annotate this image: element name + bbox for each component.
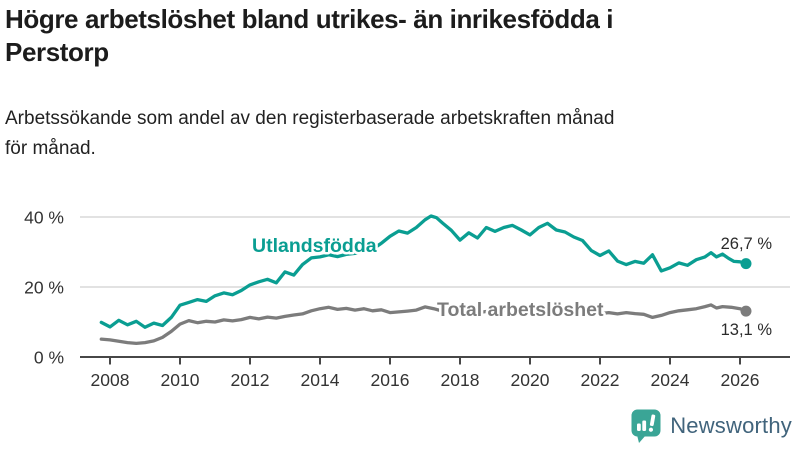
chart-series	[99, 214, 752, 346]
end-value-label-utlandsfodda: 26,7 %	[721, 235, 773, 253]
chart-title-line-1: Högre arbetslöshet bland utrikes- än inr…	[5, 4, 614, 34]
series-end-dot-total	[740, 305, 752, 317]
x-tick-label: 2024	[651, 370, 690, 390]
chart-axes: 0 % 20 % 40 % 2008 2010 2012 2014 2016 2018 2020 2…	[24, 208, 790, 390]
y-tick-label: 20 %	[24, 278, 64, 298]
series-line-total	[99, 303, 748, 346]
series-label-total-arbetsloshet: Total arbetslöshet	[437, 299, 604, 321]
series-line-utlandsfodda	[99, 214, 748, 329]
chart-subtitle-line-2: för månad.	[5, 138, 96, 159]
chart-title: Högre arbetslöshet bland utrikes- än inr…	[5, 3, 790, 69]
logo-bar-tall	[642, 420, 647, 431]
logo-exclamation-bar	[650, 414, 656, 427]
newsworthy-logo-text: Newsworthy	[670, 413, 792, 438]
y-tick-label: 0 %	[34, 348, 64, 368]
chart-subtitle: Arbetssökande som andel av den registerb…	[5, 104, 790, 164]
x-tick-label: 2016	[371, 370, 410, 390]
x-tick-label: 2012	[231, 370, 270, 390]
logo-exclamation-dot	[649, 427, 654, 432]
y-tick-label: 40 %	[24, 208, 64, 228]
chart-title-line-2: Perstorp	[5, 37, 109, 67]
x-tick-label: 2020	[511, 370, 550, 390]
newsworthy-chart-bubble-icon	[631, 409, 661, 443]
x-tick-label: 2008	[91, 370, 130, 390]
newsworthy-logo: Newsworthy	[631, 409, 792, 443]
line-chart: 0 % 20 % 40 % 2008 2010 2012 2014 2016 2018 2020 2…	[24, 208, 790, 390]
x-tick-label: 2022	[581, 370, 620, 390]
end-value-label-total: 13,1 %	[721, 321, 773, 339]
x-tick-label: 2010	[161, 370, 200, 390]
x-tick-label: 2026	[721, 370, 760, 390]
x-tick-label: 2014	[301, 370, 340, 390]
logo-bubble-tail	[637, 435, 647, 443]
chart-subtitle-line-1: Arbetssökande som andel av den registerb…	[5, 108, 615, 129]
series-end-dot-utlandsfodda	[740, 258, 752, 270]
logo-bar-short	[637, 423, 641, 431]
logo-exclamation	[649, 414, 656, 432]
series-label-utlandsfodda: Utlandsfödda	[252, 235, 377, 257]
x-tick-label: 2018	[441, 370, 480, 390]
